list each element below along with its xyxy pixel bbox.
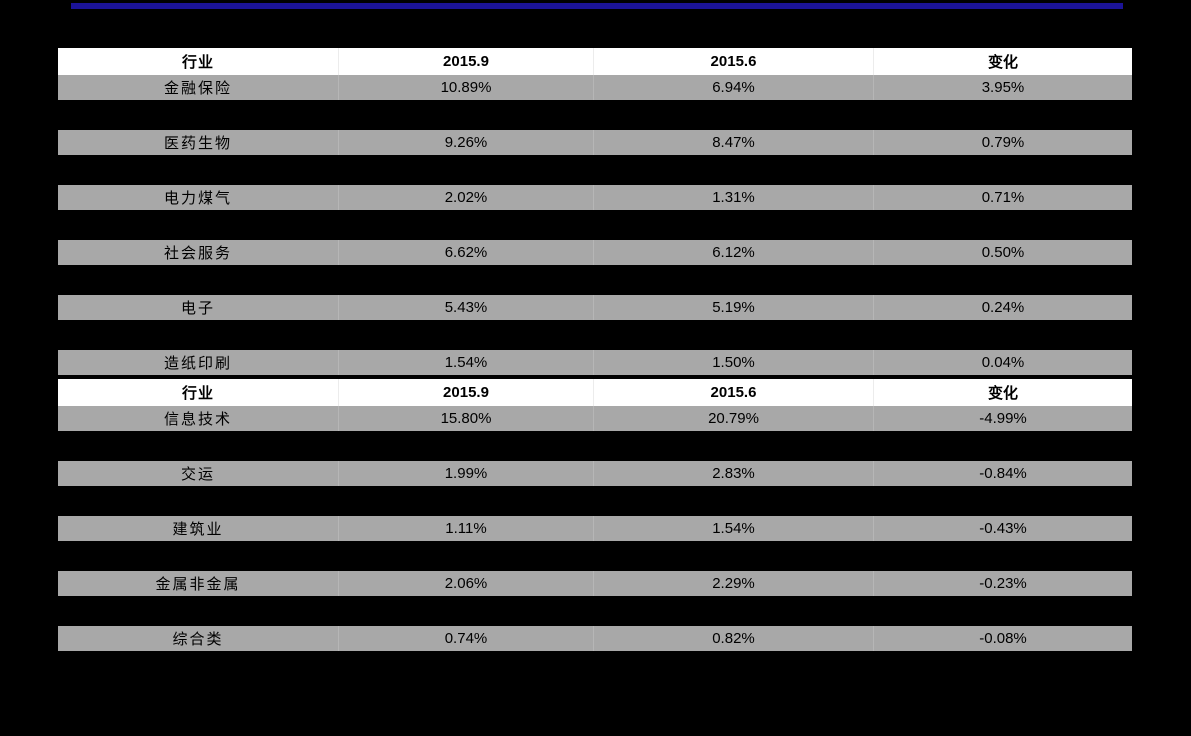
table-header-row: 行业 2015.9 2015.6 变化 (58, 379, 1132, 406)
value-cell-change: -0.08% (873, 626, 1132, 651)
header-cell-industry: 行业 (181, 385, 214, 402)
row-gap (58, 265, 1132, 295)
industry-cell: 电力煤气 (163, 190, 232, 207)
industry-table-2: 行业 2015.9 2015.6 变化信息技术 15.80% 20.79% -4.99% 交运… (58, 379, 1132, 651)
header-cell-industry: 行业 (181, 54, 214, 71)
industry-cell: 信息技术 (163, 411, 232, 428)
value-cell-change: -0.43% (873, 516, 1132, 541)
table-row: 医药生物 9.26% 8.47% 0.79% (58, 130, 1132, 155)
value-cell-period-2015-9: 5.43% (338, 295, 593, 320)
value-cell-period-2015-6: 2.29% (593, 571, 873, 596)
value-cell-period-2015-9: 6.62% (338, 240, 593, 265)
industry-cell: 金属非金属 (155, 576, 241, 593)
header-cell-period-2015-9: 2015.9 (338, 379, 593, 406)
industry-cell: 综合类 (172, 631, 224, 648)
value-cell-period-2015-9: 2.02% (338, 185, 593, 210)
value-cell-period-2015-6: 1.31% (593, 185, 873, 210)
value-cell-period-2015-6: 0.82% (593, 626, 873, 651)
value-cell-period-2015-9: 1.99% (338, 461, 593, 486)
row-gap (58, 100, 1132, 130)
row-gap (58, 596, 1132, 626)
value-cell-period-2015-9: 15.80% (338, 406, 593, 431)
table-row: 电力煤气 2.02% 1.31% 0.71% (58, 185, 1132, 210)
industry-cell: 交运 (180, 466, 215, 483)
value-cell-change: 0.24% (873, 295, 1132, 320)
value-cell-change: -0.84% (873, 461, 1132, 486)
industry-tables: 行业 2015.9 2015.6 变化 金融保险 10.89% 6.94% 3.95% 医药生物… (58, 48, 1132, 651)
row-gap (58, 431, 1132, 461)
header-cell-change: 变化 (873, 379, 1132, 406)
value-cell-period-2015-9: 0.74% (338, 626, 593, 651)
table-row: 金融保险 10.89% 6.94% 3.95% (58, 75, 1132, 100)
header-cell-change: 变化 (873, 48, 1132, 75)
industry-cell: 医药生物 (163, 135, 232, 152)
table-row: 信息技术 15.80% 20.79% -4.99% (58, 406, 1132, 431)
value-cell-period-2015-6: 2.83% (593, 461, 873, 486)
row-gap (58, 210, 1132, 240)
table-header-row: 行业 2015.9 2015.6 变化 (58, 48, 1132, 75)
header-cell-period-2015-6: 2015.6 (593, 48, 873, 75)
table-row: 电子 5.43% 5.19% 0.24% (58, 295, 1132, 320)
table-separator (58, 375, 1132, 379)
value-cell-change: -0.23% (873, 571, 1132, 596)
value-cell-period-2015-6: 20.79% (593, 406, 873, 431)
header-cell-period-2015-9: 2015.9 (338, 48, 593, 75)
value-cell-period-2015-9: 9.26% (338, 130, 593, 155)
value-cell-change: 3.95% (873, 75, 1132, 100)
table-row: 建筑业 1.11% 1.54% -0.43% (58, 516, 1132, 541)
table-row: 综合类 0.74% 0.82% -0.08% (58, 626, 1132, 651)
header-cell-period-2015-6: 2015.6 (593, 379, 873, 406)
value-cell-period-2015-9: 1.54% (338, 350, 593, 375)
top-accent-bar (71, 3, 1123, 9)
table-row: 造纸印刷 1.54% 1.50% 0.04% (58, 350, 1132, 375)
industry-cell: 金融保险 (163, 80, 232, 97)
industry-table-1: 行业 2015.9 2015.6 变化金融保险 10.89% 6.94% 3.95% 医药生物… (58, 48, 1132, 375)
value-cell-period-2015-9: 2.06% (338, 571, 593, 596)
row-gap (58, 486, 1132, 516)
value-cell-change: 0.71% (873, 185, 1132, 210)
industry-cell: 社会服务 (163, 245, 232, 262)
industry-cell: 电子 (180, 300, 215, 317)
value-cell-period-2015-6: 6.94% (593, 75, 873, 100)
value-cell-change: -4.99% (873, 406, 1132, 431)
value-cell-period-2015-6: 1.54% (593, 516, 873, 541)
value-cell-period-2015-9: 1.11% (338, 516, 593, 541)
table-row: 社会服务 6.62% 6.12% 0.50% (58, 240, 1132, 265)
value-cell-change: 0.79% (873, 130, 1132, 155)
row-gap (58, 320, 1132, 350)
table-row: 交运 1.99% 2.83% -0.84% (58, 461, 1132, 486)
value-cell-period-2015-6: 5.19% (593, 295, 873, 320)
industry-cell: 造纸印刷 (163, 355, 232, 372)
industry-cell: 建筑业 (172, 521, 224, 538)
value-cell-change: 0.04% (873, 350, 1132, 375)
value-cell-period-2015-6: 8.47% (593, 130, 873, 155)
row-gap (58, 155, 1132, 185)
value-cell-change: 0.50% (873, 240, 1132, 265)
row-gap (58, 541, 1132, 571)
value-cell-period-2015-6: 6.12% (593, 240, 873, 265)
value-cell-period-2015-6: 1.50% (593, 350, 873, 375)
table-row: 金属非金属 2.06% 2.29% -0.23% (58, 571, 1132, 596)
value-cell-period-2015-9: 10.89% (338, 75, 593, 100)
